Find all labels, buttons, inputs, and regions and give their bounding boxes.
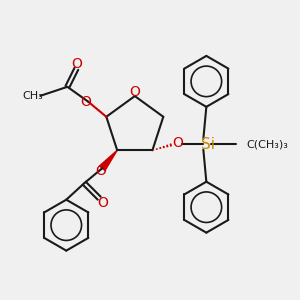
Text: CH₃: CH₃: [22, 91, 43, 101]
Text: Si: Si: [201, 137, 215, 152]
Text: C(CH₃)₃: C(CH₃)₃: [247, 139, 289, 149]
Text: O: O: [97, 196, 108, 210]
Text: O: O: [80, 95, 91, 109]
Text: O: O: [172, 136, 183, 150]
Text: O: O: [95, 164, 106, 178]
Text: O: O: [129, 85, 140, 99]
Text: O: O: [71, 57, 82, 71]
Polygon shape: [100, 150, 117, 170]
